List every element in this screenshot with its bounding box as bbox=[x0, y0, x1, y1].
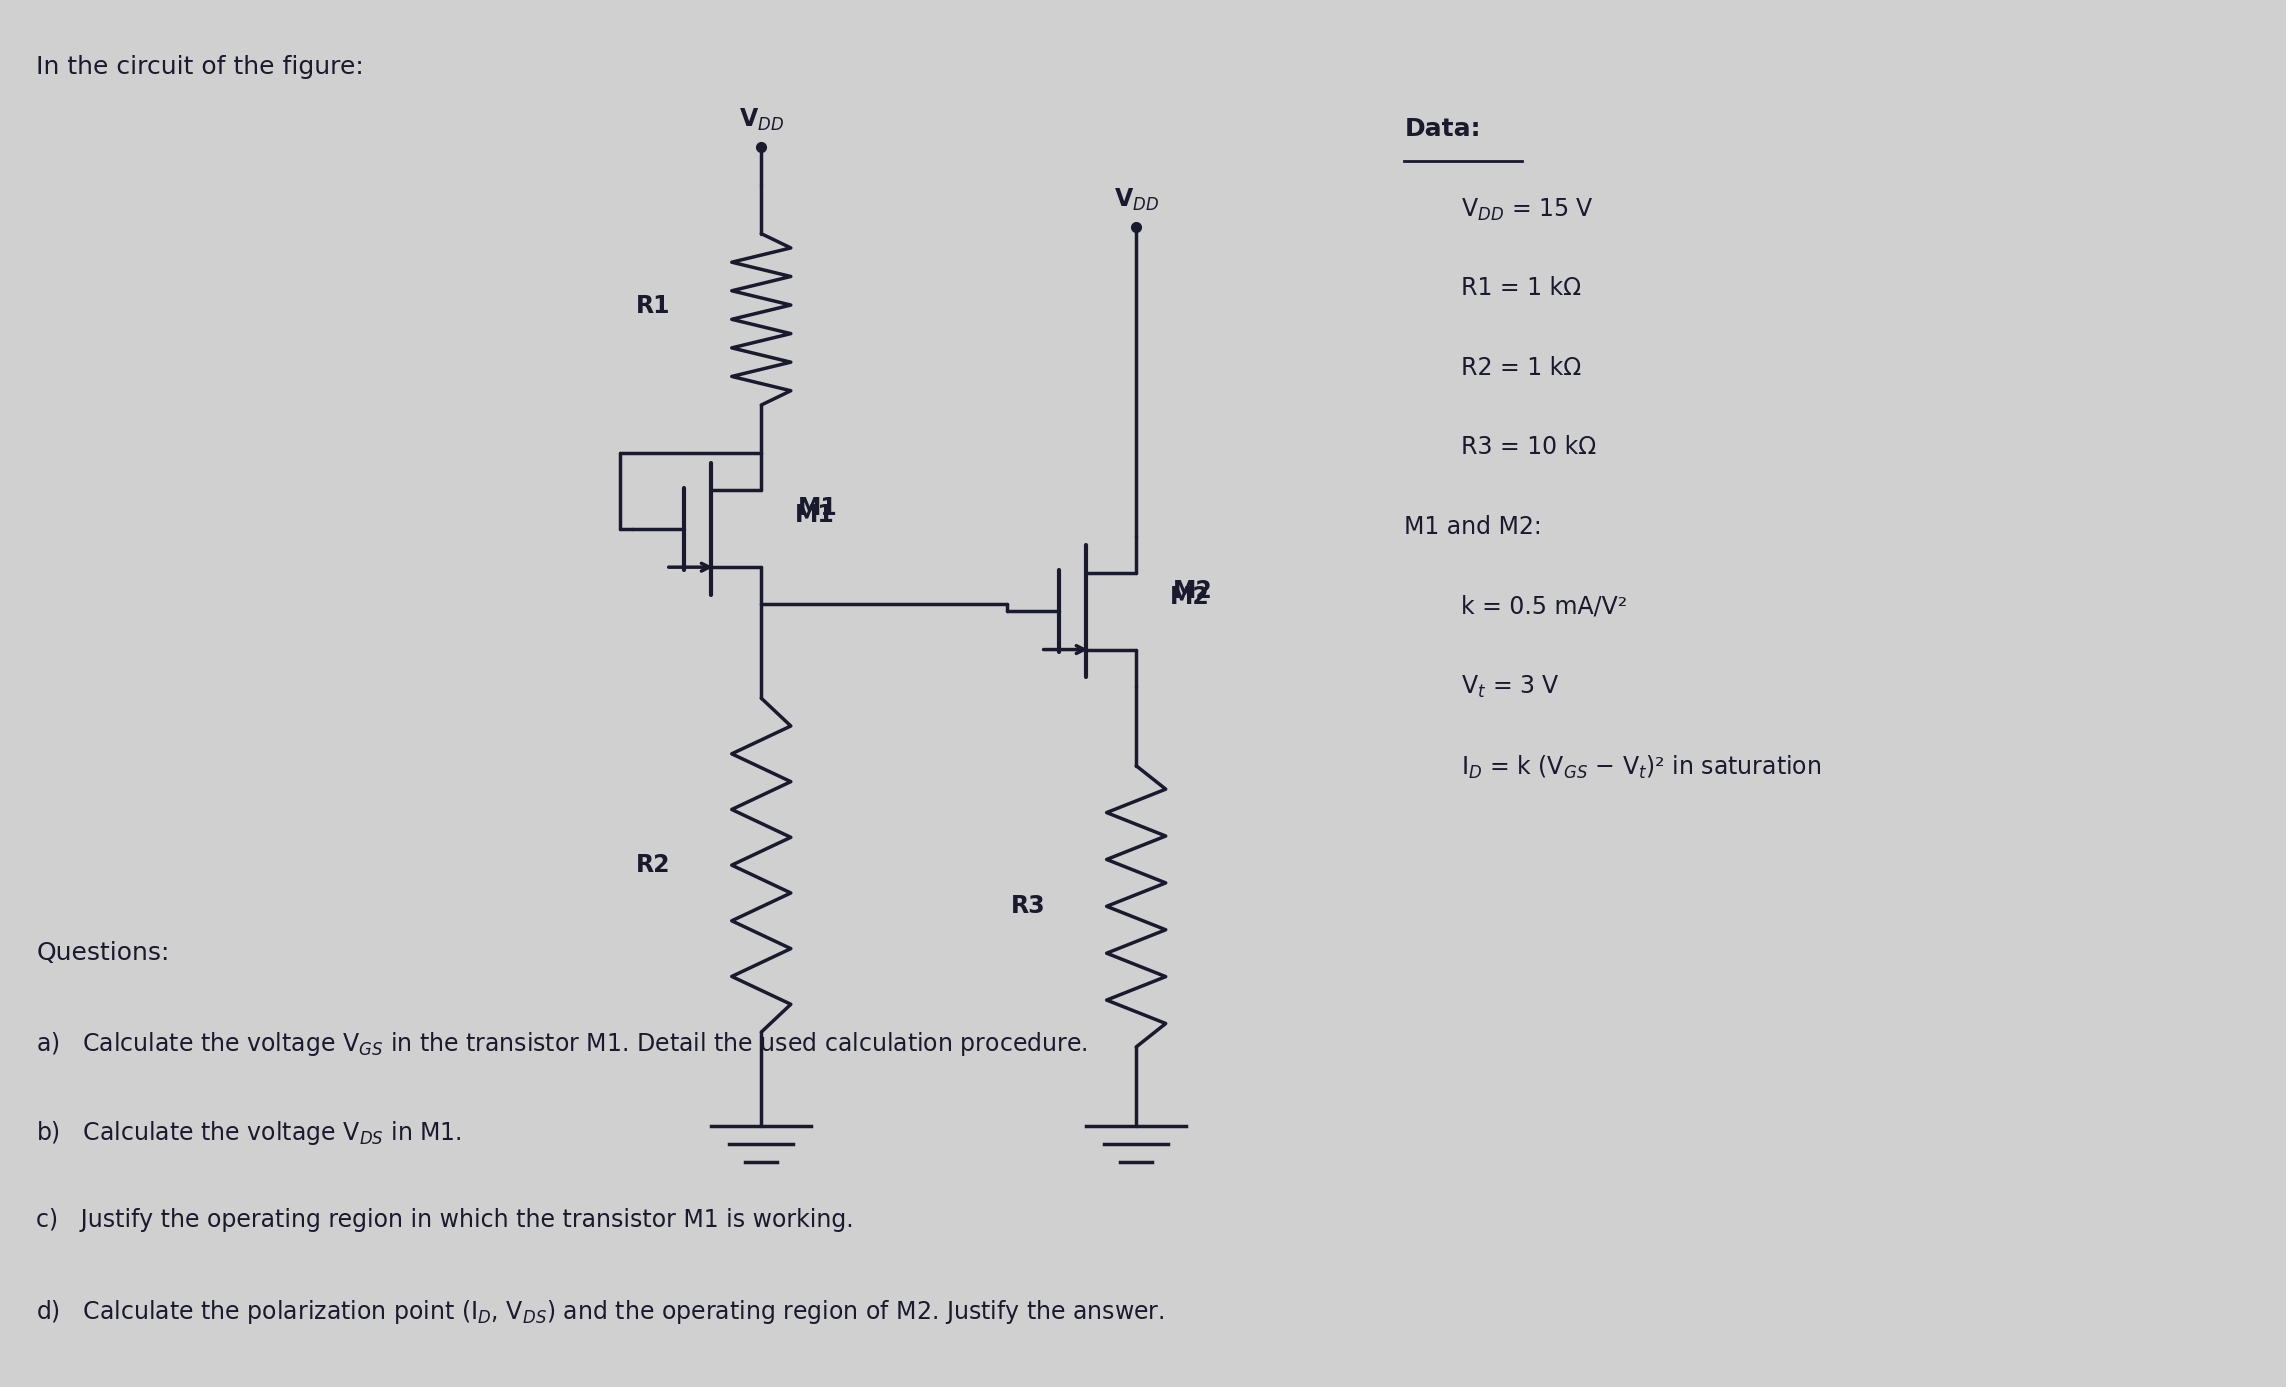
Text: R2 = 1 kΩ: R2 = 1 kΩ bbox=[1461, 355, 1582, 380]
Text: b)   Calculate the voltage V$_{DS}$ in M1.: b) Calculate the voltage V$_{DS}$ in M1. bbox=[37, 1119, 462, 1147]
Text: V$_{DD}$: V$_{DD}$ bbox=[1113, 187, 1159, 214]
Text: R2: R2 bbox=[636, 853, 670, 877]
Text: Data:: Data: bbox=[1404, 117, 1481, 141]
Text: M1: M1 bbox=[796, 503, 834, 527]
Text: c)   Justify the operating region in which the transistor M1 is working.: c) Justify the operating region in which… bbox=[37, 1208, 855, 1233]
Text: M2: M2 bbox=[1170, 585, 1209, 609]
Text: d)   Calculate the polarization point (I$_{D}$, V$_{DS}$) and the operating regi: d) Calculate the polarization point (I$_… bbox=[37, 1298, 1166, 1326]
Text: V$_{t}$ = 3 V: V$_{t}$ = 3 V bbox=[1461, 674, 1559, 700]
Text: R1 = 1 kΩ: R1 = 1 kΩ bbox=[1461, 276, 1582, 300]
Text: I$_{D}$ = k (V$_{GS}$ − V$_{t}$)² in saturation: I$_{D}$ = k (V$_{GS}$ − V$_{t}$)² in sat… bbox=[1461, 755, 1822, 781]
Text: V$_{DD}$ = 15 V: V$_{DD}$ = 15 V bbox=[1461, 197, 1593, 223]
Text: R3: R3 bbox=[1010, 895, 1045, 918]
Text: R3 = 10 kΩ: R3 = 10 kΩ bbox=[1461, 436, 1596, 459]
Text: a)   Calculate the voltage V$_{GS}$ in the transistor M1. Detail the used calcul: a) Calculate the voltage V$_{GS}$ in the… bbox=[37, 1031, 1088, 1058]
Text: R1: R1 bbox=[636, 294, 670, 318]
Text: V$_{DD}$: V$_{DD}$ bbox=[738, 107, 784, 133]
Text: k = 0.5 mA/V²: k = 0.5 mA/V² bbox=[1461, 595, 1628, 619]
Text: M2: M2 bbox=[1173, 578, 1212, 602]
Text: M1: M1 bbox=[798, 497, 837, 520]
Text: In the circuit of the figure:: In the circuit of the figure: bbox=[37, 55, 363, 79]
Text: Questions:: Questions: bbox=[37, 940, 169, 965]
Text: M1 and M2:: M1 and M2: bbox=[1404, 515, 1543, 540]
